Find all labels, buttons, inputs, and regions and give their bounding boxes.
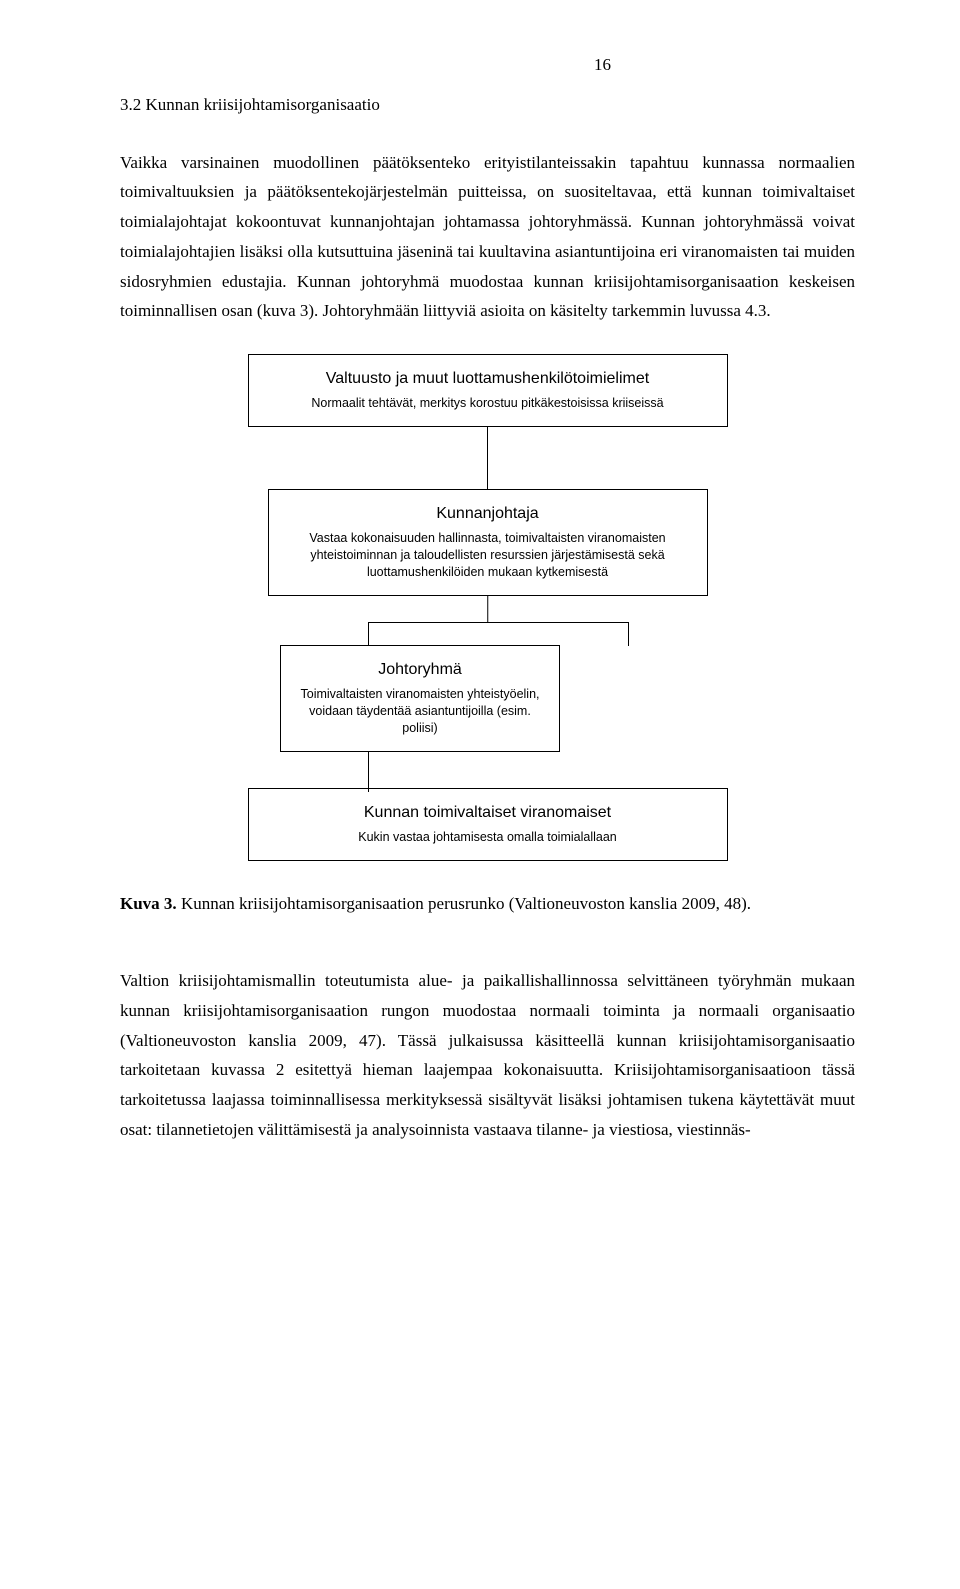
node-title: Kunnan toimivaltaiset viranomaiset [263, 799, 713, 827]
node-subtitle: Vastaa kokonaisuuden hallinnasta, toimiv… [283, 530, 693, 581]
figure-caption: Kuva 3. Kunnan kriisijohtamisorganisaati… [120, 891, 855, 917]
flowchart-node-viranomaiset: Kunnan toimivaltaiset viranomaiset Kukin… [248, 788, 728, 861]
paragraph-1: Vaikka varsinainen muodollinen päätöksen… [120, 148, 855, 327]
node-title: Johtoryhmä [295, 656, 545, 684]
node-subtitle: Kukin vastaa johtamisesta omalla toimial… [263, 829, 713, 846]
flowchart-node-kunnanjohtaja: Kunnanjohtaja Vastaa kokonaisuuden halli… [268, 489, 708, 596]
connector [487, 427, 489, 489]
connector-split [248, 596, 728, 622]
connector-branch [248, 622, 728, 624]
node-title: Kunnanjohtaja [283, 500, 693, 528]
node-subtitle: Toimivaltaisten viranomaisten yhteistyöe… [295, 686, 545, 737]
caption-text: Kunnan kriisijohtamisorganisaation perus… [177, 894, 751, 913]
flowchart-node-valtuusto: Valtuusto ja muut luottamushenkilötoimie… [248, 354, 728, 427]
page-number: 16 [350, 50, 855, 80]
org-flowchart: Valtuusto ja muut luottamushenkilötoimie… [120, 354, 855, 861]
caption-label: Kuva 3. [120, 894, 177, 913]
flowchart-node-johtoryhma: Johtoryhmä Toimivaltaisten viranomaisten… [280, 645, 560, 752]
paragraph-2: Valtion kriisijohtamismallin toteutumist… [120, 966, 855, 1145]
section-heading: 3.2 Kunnan kriisijohtamisorganisaatio [120, 90, 855, 120]
node-title: Valtuusto ja muut luottamushenkilötoimie… [263, 365, 713, 393]
flowchart-row-johtoryhma: Johtoryhmä Toimivaltaisten viranomaisten… [120, 645, 855, 752]
node-subtitle: Normaalit tehtävät, merkitys korostuu pi… [263, 395, 713, 412]
